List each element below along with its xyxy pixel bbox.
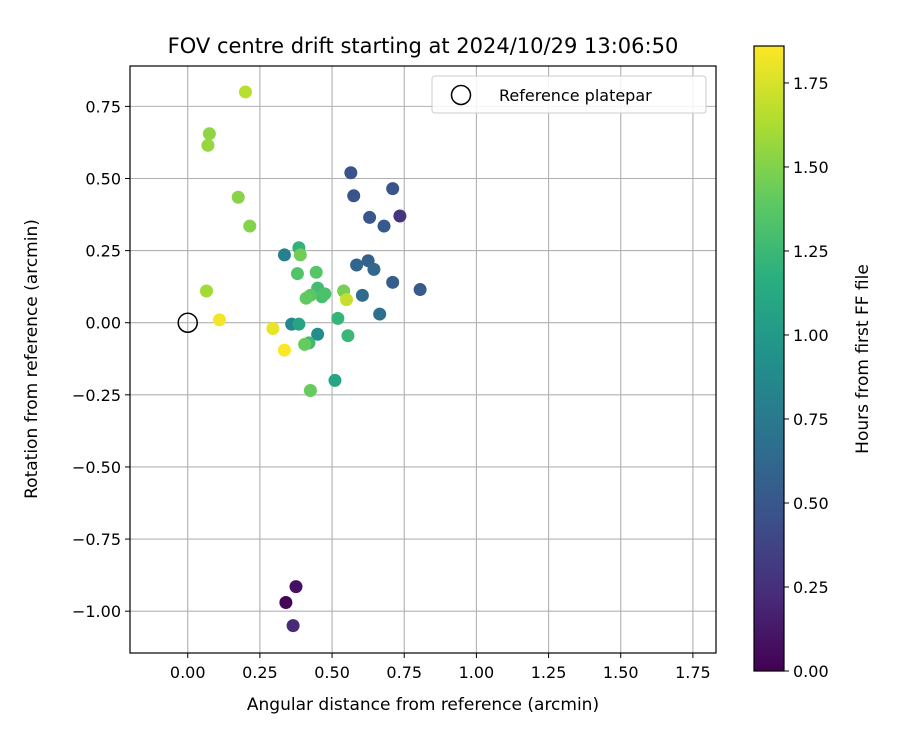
x-axis-label: Angular distance from reference (arcmin)	[247, 695, 599, 715]
data-point	[279, 596, 293, 610]
data-point	[303, 384, 317, 398]
data-point	[231, 190, 245, 204]
data-point	[202, 127, 216, 141]
x-tick-label: 1.00	[459, 663, 495, 682]
x-tick-label: 1.75	[675, 663, 711, 682]
data-point	[243, 219, 257, 233]
y-axis-label: Rotation from reference (arcmin)	[22, 219, 42, 499]
data-point	[350, 258, 364, 272]
legend: Reference platepar	[431, 75, 707, 114]
colorbar-tick-label: 0.50	[793, 494, 829, 513]
data-point	[238, 85, 252, 99]
colorbar-tick-label: 1.00	[793, 326, 829, 345]
data-point	[367, 262, 381, 276]
x-tick-label: 0.25	[242, 663, 278, 682]
data-point	[413, 283, 427, 297]
data-point	[355, 288, 369, 302]
x-tick-label: 1.25	[531, 663, 567, 682]
x-tick-label: 0.75	[386, 663, 422, 682]
data-point	[293, 248, 307, 262]
data-point	[386, 275, 400, 289]
colorbar-tick-label: 1.50	[793, 158, 829, 177]
colorbar-ticks: 0.00 0.25 0.50 0.75 1.00 1.25 1.50 1.75	[784, 74, 829, 681]
y-tick-label: 0.75	[85, 97, 121, 116]
y-axis-ticks: −1.00 −0.75 −0.50 −0.25 0.00 0.25 0.50 0.75	[72, 97, 130, 621]
legend-label: Reference platepar	[499, 86, 652, 105]
data-point	[266, 321, 280, 335]
data-point	[309, 265, 323, 279]
colorbar: 0.00 0.25 0.50 0.75 1.00 1.25 1.50 1.75 Hours f…	[753, 45, 873, 681]
data-point	[344, 166, 358, 180]
x-tick-label: 1.50	[603, 663, 639, 682]
colorbar-tick-label: 1.25	[793, 242, 829, 261]
data-point	[373, 307, 387, 321]
chart-title: FOV centre drift starting at 2024/10/29 …	[168, 34, 679, 58]
data-point	[290, 267, 304, 281]
y-tick-label: −1.00	[72, 602, 121, 621]
data-point	[212, 313, 226, 327]
data-point	[328, 373, 342, 387]
data-point	[363, 210, 377, 224]
legend-box	[431, 75, 707, 114]
reference-platepar-marker	[177, 312, 198, 333]
data-points	[199, 85, 427, 633]
colorbar-gradient	[753, 45, 785, 672]
data-point	[377, 219, 391, 233]
y-tick-label: −0.50	[72, 458, 121, 477]
data-point	[201, 138, 215, 152]
data-point	[286, 619, 300, 633]
data-point	[292, 317, 306, 331]
x-tick-label: 0.00	[170, 663, 206, 682]
colorbar-tick-label: 1.75	[793, 74, 829, 93]
x-axis-ticks: 0.00 0.25 0.50 0.75 1.00 1.25 1.50 1.75	[170, 653, 711, 682]
data-point	[199, 284, 213, 298]
y-tick-label: 0.25	[85, 242, 121, 261]
y-tick-label: 0.50	[85, 169, 121, 188]
data-point	[341, 329, 355, 343]
colorbar-tick-label: 0.75	[793, 410, 829, 429]
data-point	[311, 327, 325, 341]
data-point	[277, 343, 291, 357]
colorbar-label: Hours from first FF file	[853, 264, 873, 454]
y-tick-label: −0.75	[72, 530, 121, 549]
colorbar-tick-label: 0.25	[793, 578, 829, 597]
x-tick-label: 0.50	[314, 663, 350, 682]
grid-lines	[130, 66, 716, 653]
data-point	[318, 287, 332, 301]
data-point	[393, 209, 407, 223]
plot-frame	[129, 65, 717, 654]
data-point	[386, 182, 400, 196]
colorbar-tick-label: 0.00	[793, 662, 829, 681]
data-point	[340, 293, 354, 307]
data-point	[277, 248, 291, 262]
y-tick-label: −0.25	[72, 386, 121, 405]
legend-open-circle-icon	[450, 84, 472, 106]
data-point	[331, 311, 345, 325]
data-point	[299, 291, 313, 305]
data-point	[347, 189, 361, 203]
data-point	[298, 337, 312, 351]
data-point	[289, 580, 303, 594]
y-tick-label: 0.00	[85, 314, 121, 333]
